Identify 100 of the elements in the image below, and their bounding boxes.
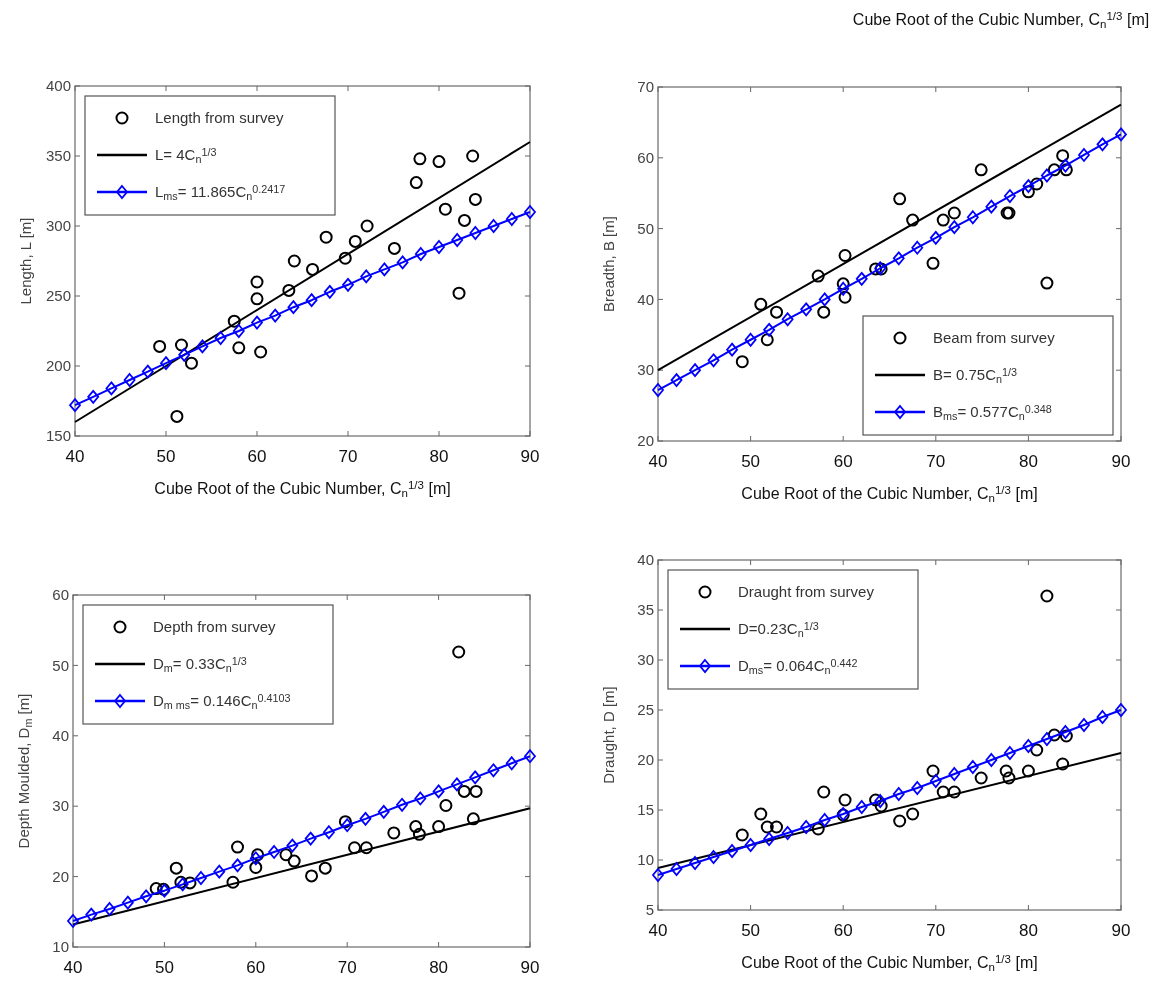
point: [524, 205, 536, 219]
point: [893, 192, 907, 206]
point: [1021, 185, 1035, 199]
y-tick-label: 30: [637, 361, 654, 379]
point: [432, 820, 446, 834]
point: [652, 383, 664, 397]
point: [1040, 276, 1054, 290]
x-axis-title: Cube Root of the Cubic Number, C$_{n}$$^{1/3}$ [m]: [741, 953, 1038, 973]
point: [1096, 137, 1109, 152]
y-tick-label: 40: [637, 290, 654, 308]
point: [781, 826, 794, 840]
point: [452, 645, 466, 659]
point: [341, 818, 354, 833]
point: [286, 838, 299, 853]
point: [396, 797, 408, 812]
point: [985, 199, 998, 214]
point: [652, 868, 664, 882]
point: [735, 828, 749, 842]
x-tick-label: 90: [1111, 452, 1131, 471]
point: [947, 206, 961, 220]
point: [670, 862, 683, 876]
x-tick-label: 60: [246, 958, 266, 977]
point: [929, 230, 942, 245]
point: [760, 820, 774, 834]
point: [744, 838, 757, 852]
point: [103, 902, 116, 916]
point: [1040, 589, 1054, 603]
point: [254, 345, 268, 359]
point: [305, 293, 318, 308]
point: [466, 812, 480, 826]
y-tick-label: 70: [637, 78, 654, 96]
point: [855, 800, 868, 814]
point: [213, 864, 226, 879]
point: [817, 305, 831, 319]
point: [869, 793, 883, 807]
point: [170, 409, 184, 423]
point: [140, 889, 153, 904]
point: [249, 851, 262, 866]
point: [268, 845, 280, 859]
y-tick-label: 5: [645, 901, 654, 919]
point: [1022, 739, 1035, 753]
point: [744, 332, 757, 347]
point: [377, 804, 390, 819]
point: [178, 347, 191, 362]
point: [250, 275, 264, 289]
point: [524, 749, 536, 764]
point: [689, 363, 701, 378]
point: [818, 292, 831, 307]
chart-title: Cube Root of the Cubic Number, C$_{n}$$^{1/3}$ [m]: [852, 10, 1150, 30]
point: [974, 771, 988, 785]
x-tick-label: 50: [156, 447, 176, 466]
point: [227, 314, 241, 328]
x-tick-label: 70: [338, 447, 358, 466]
point: [948, 767, 961, 781]
point: [409, 176, 423, 190]
point: [469, 226, 482, 240]
point: [926, 764, 940, 778]
point: [338, 251, 352, 265]
point: [250, 292, 264, 306]
point: [1056, 149, 1070, 163]
y-tick-label: 15: [637, 801, 654, 819]
point: [911, 781, 924, 795]
point: [396, 255, 409, 270]
point: [342, 277, 354, 292]
y-tick-label: 20: [52, 867, 69, 885]
point: [141, 364, 154, 379]
point: [947, 785, 961, 799]
x-axis-title: Cube Root of the Cubic Number, C$_{n}$$^{1/3}$ [m]: [741, 484, 1038, 504]
legend-label: Beam from survey: [933, 329, 1056, 347]
point: [911, 240, 924, 255]
point: [282, 283, 296, 297]
point: [387, 826, 401, 840]
x-tick-label: 60: [247, 447, 267, 466]
point: [1022, 179, 1035, 194]
point: [838, 793, 852, 807]
point: [387, 241, 401, 255]
point: [360, 269, 373, 284]
point: [505, 756, 518, 771]
point: [231, 858, 244, 873]
point: [231, 840, 245, 854]
point: [1041, 168, 1053, 183]
y-axis-title: Breadth, B [m]: [600, 216, 617, 312]
point: [160, 356, 172, 371]
point: [287, 254, 301, 268]
y-tick-label: 300: [45, 217, 71, 235]
point: [69, 398, 81, 413]
point: [359, 841, 373, 855]
point: [836, 277, 850, 291]
point: [232, 341, 246, 355]
y-tick-label: 35: [637, 601, 654, 619]
y-tick-label: 250: [45, 287, 71, 305]
point: [707, 353, 720, 368]
point: [818, 813, 831, 827]
point: [438, 202, 452, 216]
x-tick-label: 60: [833, 921, 853, 940]
point: [936, 785, 950, 799]
point: [800, 820, 813, 834]
point: [1115, 127, 1127, 142]
point: [348, 841, 362, 855]
point: [469, 770, 482, 785]
